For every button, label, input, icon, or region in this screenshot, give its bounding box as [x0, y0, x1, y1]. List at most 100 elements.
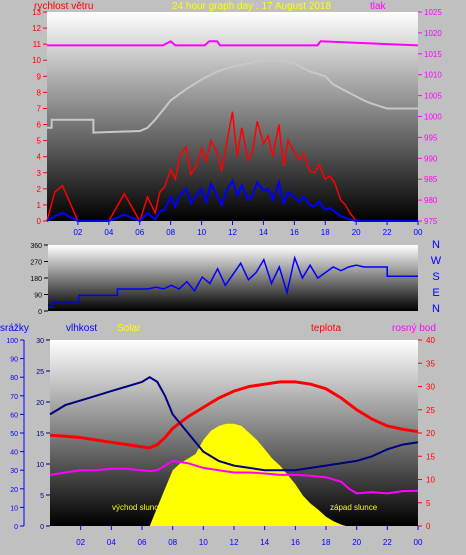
right-tick-label: 985: [424, 175, 438, 184]
left-tick-label: 11: [33, 40, 42, 49]
direction-tick-label: 90: [34, 293, 42, 300]
temperature-line: [49, 380, 419, 450]
panel-wind-direction-plot: [48, 245, 418, 311]
rain-tick-label: 80: [10, 375, 18, 382]
direction-tick-label: 0: [38, 309, 42, 316]
dew-point-line: [49, 459, 419, 495]
compass-label-s: S: [432, 271, 439, 283]
panel-wind-pressure-series: [46, 40, 419, 223]
sunset-annotation: západ slunce: [330, 503, 378, 512]
temperature-tick-label: 35: [426, 359, 435, 368]
hour-tick-label: 16: [291, 538, 300, 547]
right-tick-label: 990: [424, 154, 438, 163]
compass-label-n: N: [432, 239, 440, 251]
humidity-line: [49, 376, 419, 472]
rain-tick-label: 20: [10, 487, 18, 494]
hour-tick-label: 22: [383, 538, 392, 547]
hour-tick-label: 16: [290, 228, 299, 237]
compass-label-e: E: [432, 287, 439, 299]
rain-tick-label: 50: [10, 431, 18, 438]
right-tick-label: 980: [424, 196, 438, 205]
hour-tick-label: 14: [260, 538, 269, 547]
hour-tick-label: 00: [414, 538, 423, 547]
hour-tick-label: 18: [321, 228, 330, 237]
hour-tick-label: 18: [322, 538, 331, 547]
pressure-label: tlak: [370, 1, 387, 12]
left-tick-label: 6: [37, 121, 42, 130]
rain-tick-label: 10: [10, 505, 18, 512]
hour-tick-label: 20: [352, 228, 361, 237]
humidity-tick-label: 15: [36, 431, 44, 438]
hour-tick-label: 20: [352, 538, 361, 547]
wind-average-line: [46, 178, 418, 223]
panel-temperature: 0102030405060708090100051015202530051015…: [0, 323, 436, 547]
temperature-label: teplota: [311, 323, 341, 334]
wind-speed-label: rychlost větru: [34, 1, 93, 12]
hour-tick-label: 10: [199, 538, 208, 547]
chart-title: 24 hour graph day : 17 August 2018: [172, 1, 331, 12]
rain-tick-label: 60: [10, 412, 18, 419]
humidity-tick-label: 0: [40, 524, 44, 531]
hour-tick-label: 06: [135, 228, 144, 237]
wind-direction-line: [48, 255, 418, 309]
pressure-line: [47, 40, 419, 47]
humidity-tick-label: 30: [36, 338, 44, 345]
right-tick-label: 975: [424, 217, 438, 226]
hour-tick-label: 10: [197, 228, 206, 237]
temperature-tick-label: 20: [426, 429, 435, 438]
hour-tick-label: 02: [76, 538, 85, 547]
direction-tick-label: 180: [30, 276, 42, 283]
panel-wind-direction-series: [48, 255, 418, 309]
temperature-tick-label: 10: [426, 476, 435, 485]
temperature-tick-label: 5: [426, 499, 431, 508]
humidity-tick-label: 5: [40, 493, 44, 500]
hour-tick-label: 12: [228, 228, 237, 237]
direction-tick-label: 360: [30, 243, 42, 250]
left-tick-label: 12: [32, 24, 41, 33]
hour-tick-label: 06: [138, 538, 147, 547]
right-tick-label: 1005: [424, 92, 442, 101]
hour-tick-label: 04: [104, 228, 113, 237]
left-tick-label: 7: [37, 104, 42, 113]
hour-tick-label: 22: [383, 228, 392, 237]
left-tick-label: 5: [37, 137, 42, 146]
humidity-tick-label: 20: [36, 400, 44, 407]
right-tick-label: 1015: [424, 50, 442, 59]
panel-temperature-axes: 0102030405060708090100051015202530051015…: [6, 336, 435, 547]
panel-wind-direction: 0 90 180 270 360 N W S E N: [30, 239, 441, 316]
rain-tick-label: 90: [10, 357, 18, 364]
hour-tick-label: 14: [259, 228, 268, 237]
right-tick-label: 1000: [424, 113, 442, 122]
wind-gust-line: [46, 111, 418, 223]
right-tick-label: 1020: [424, 29, 442, 38]
temperature-tick-label: 30: [426, 383, 435, 392]
solar-area: [149, 423, 346, 526]
left-tick-label: 4: [37, 153, 42, 162]
left-tick-label: 1: [37, 201, 42, 210]
hour-tick-label: 12: [230, 538, 239, 547]
right-tick-label: 1025: [424, 8, 442, 17]
left-tick-label: 0: [37, 217, 42, 226]
rain-tick-label: 30: [10, 468, 18, 475]
compass-label-w: W: [431, 255, 442, 267]
rain-tick-label: 0: [14, 524, 18, 531]
left-tick-label: 9: [37, 72, 42, 81]
panel-wind-direction-axes: 0 90 180 270 360: [30, 243, 48, 316]
direction-tick-label: 270: [30, 260, 42, 267]
humidity-label: vlhkost: [66, 323, 97, 334]
left-tick-label: 2: [37, 185, 42, 194]
left-tick-label: 10: [32, 56, 41, 65]
rain-label: srážky: [0, 323, 29, 334]
rain-tick-label: 100: [6, 338, 18, 345]
hour-tick-label: 08: [168, 538, 177, 547]
left-tick-label: 13: [32, 8, 41, 17]
compass-label-n-bottom: N: [432, 303, 440, 315]
hour-tick-label: 08: [166, 228, 175, 237]
left-tick-label: 3: [37, 169, 42, 178]
hour-tick-label: 02: [73, 228, 82, 237]
temperature-tick-label: 15: [426, 452, 435, 461]
panel-wind-pressure-axes: 0123456789101112139759809859909951000100…: [32, 8, 442, 237]
temperature-tick-label: 40: [426, 336, 435, 345]
temperature-tick-label: 0: [426, 522, 431, 531]
